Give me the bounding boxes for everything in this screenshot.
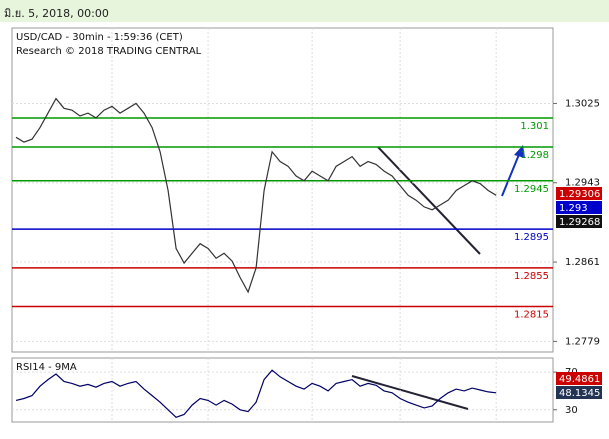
chart-title: USD/CAD - 30min - 1:59:36 (CET) xyxy=(16,32,183,43)
price-tag-label: 48.1345 xyxy=(559,388,600,399)
price-tag xyxy=(556,215,602,228)
y-tick-label: 1.2943 xyxy=(565,178,600,189)
rsi-panel xyxy=(11,357,554,423)
chart-subtitle: Research © 2018 TRADING CENTRAL xyxy=(16,46,202,57)
rsi-trend-line xyxy=(351,375,469,410)
level-label: 1.2945 xyxy=(514,184,549,195)
price-tag xyxy=(556,372,602,385)
series-line xyxy=(15,97,497,294)
level-label: 1.298 xyxy=(520,150,549,161)
price-tag xyxy=(556,187,602,200)
y-tick-label: 1.2779 xyxy=(565,336,600,347)
level-label: 1.2855 xyxy=(514,271,549,282)
price-panel xyxy=(11,27,554,353)
price-tag xyxy=(556,201,602,214)
level-label: 1.301 xyxy=(520,121,549,132)
price-tag-label: 1.29268 xyxy=(559,217,600,228)
y-tick-label: 1.2861 xyxy=(565,257,600,268)
rsi-title: RSI14 - 9MA xyxy=(16,362,77,373)
header-date: มิ.ย. 5, 2018, 00:00 xyxy=(4,7,109,20)
y-tick-label: 1.3025 xyxy=(565,98,600,109)
level-label: 1.2815 xyxy=(514,310,549,321)
price-tag-label: 49.4861 xyxy=(559,374,600,385)
header-bar: มิ.ย. 5, 2018, 00:00 xyxy=(0,0,609,22)
price-tag xyxy=(556,386,602,399)
price-tag-label: 1.29306 xyxy=(559,189,600,200)
y-tick-label: 30 xyxy=(565,405,578,416)
arrow-head xyxy=(514,145,525,158)
trend-line xyxy=(377,146,481,255)
price-tag-label: 1.293 xyxy=(559,203,588,214)
series-line xyxy=(15,369,497,418)
arrow xyxy=(501,151,521,197)
level-label: 1.2895 xyxy=(514,232,549,243)
